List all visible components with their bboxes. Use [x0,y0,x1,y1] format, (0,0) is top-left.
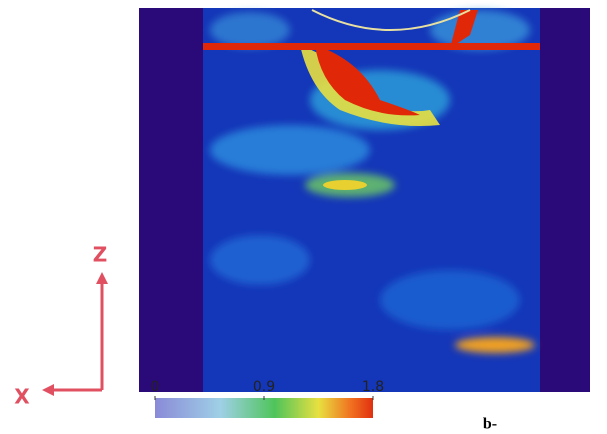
field-plot [139,8,590,392]
tick-label: 0.9 [253,379,275,395]
tick-label: 0 [151,379,160,395]
caption: b- [483,416,497,433]
axis-label: Z [93,243,108,267]
axis-triad [42,272,108,396]
tick-label: 1.8 [362,379,384,395]
axis-label: X [14,385,30,409]
colorbar [155,398,373,418]
colorbar-ticks: 0 0.9 1.8 [151,379,384,400]
